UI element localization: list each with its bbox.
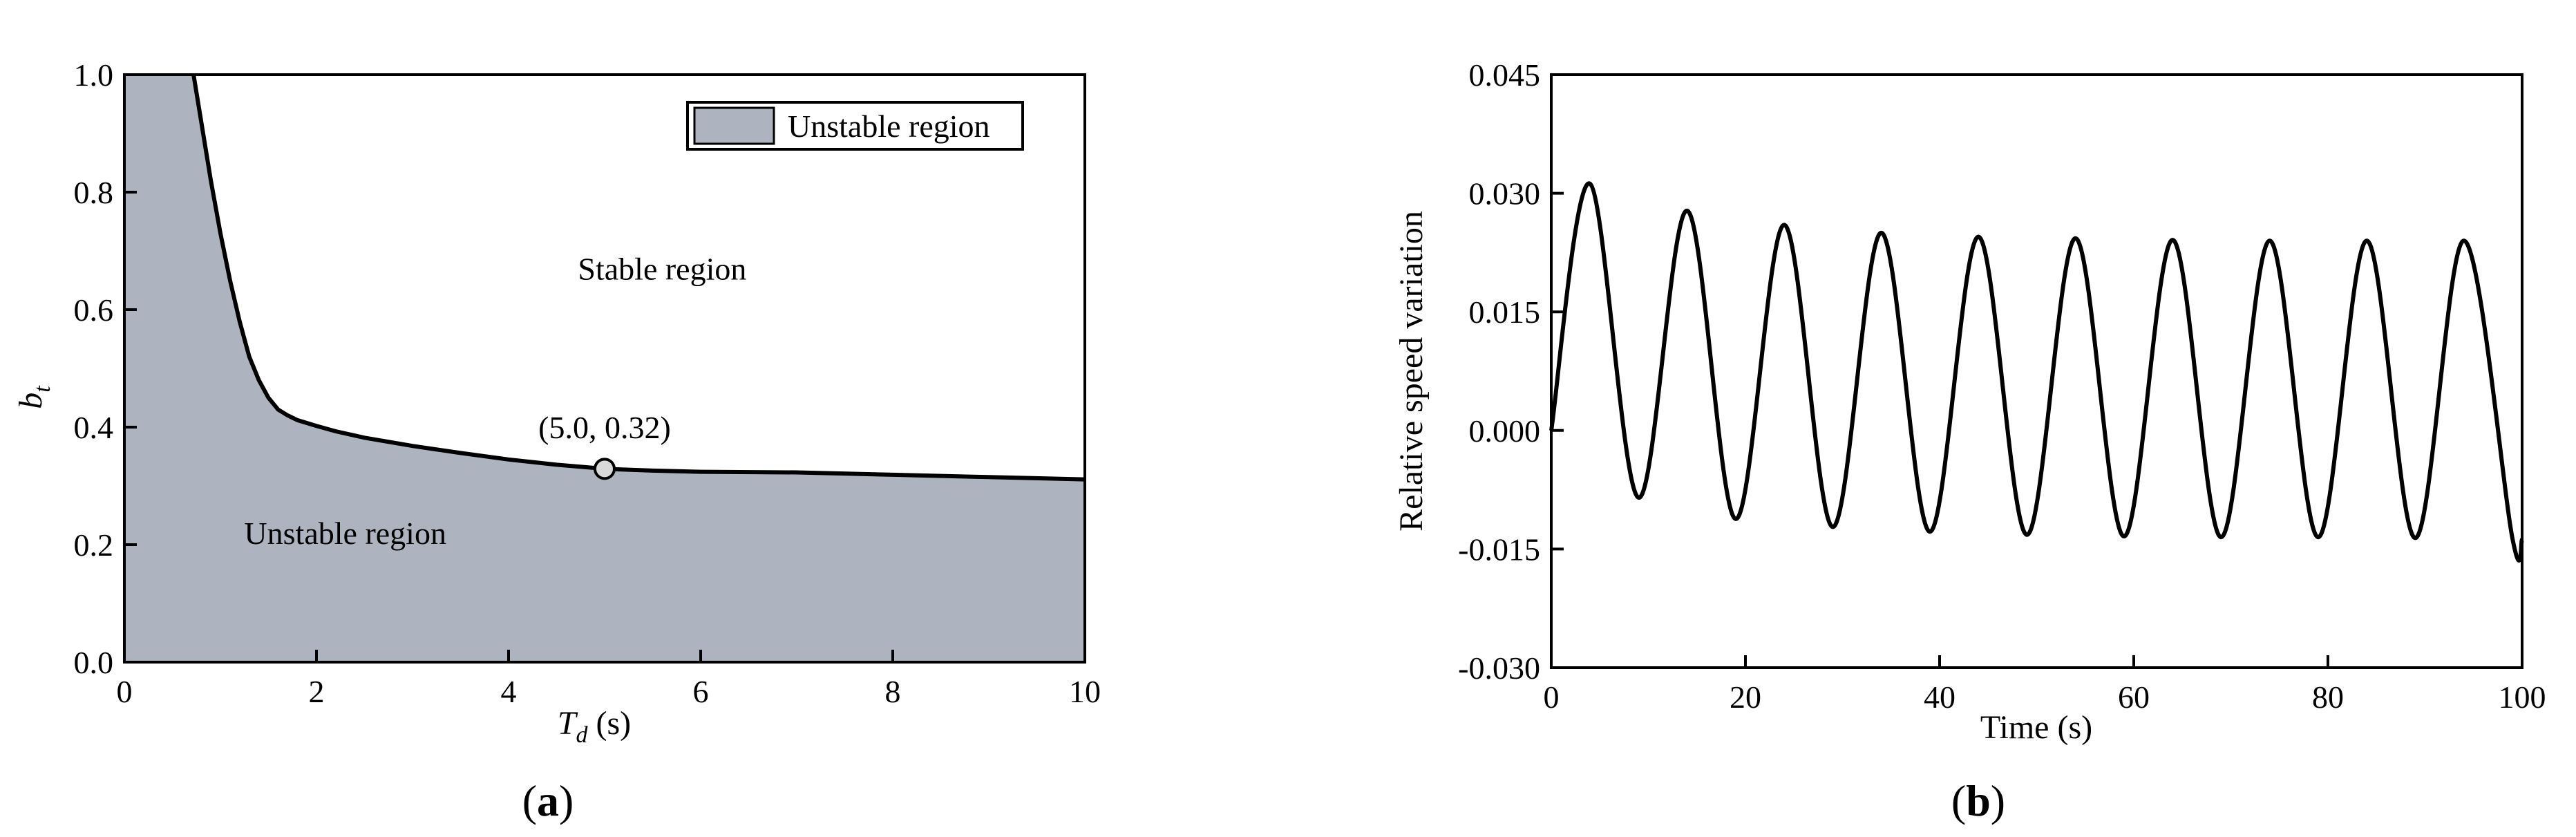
legend: Unstable region [686, 101, 1024, 151]
y-tick-label: -0.030 [1458, 650, 1540, 686]
y-tick-label: 0.4 [74, 410, 114, 445]
legend-swatch-unstable [693, 106, 775, 145]
panel-a-y-axis-label: bt [12, 385, 55, 409]
y-tick-label: 0.030 [1469, 176, 1541, 211]
y-tick-label: 0.000 [1469, 413, 1541, 449]
annotation-stable-region: Stable region [578, 252, 746, 287]
x-tick-label: 0 [1544, 679, 1560, 715]
panel-b-label: (b) [1951, 776, 2005, 825]
panel-a-label: (a) [522, 776, 574, 825]
panel-a-x-axis-ticks: 0 2 4 6 8 10 [117, 650, 1101, 709]
x-tick-label: 60 [2118, 679, 2150, 715]
x-tick-label: 0 [117, 674, 133, 709]
y-tick-label: 0.015 [1469, 294, 1541, 330]
panel-b-chart: 0 20 40 60 80 100 -0.030 -0.015 0.000 0.015 0.030… [1393, 57, 2546, 825]
y-tick-label: 1.0 [74, 57, 114, 93]
panel-b-plot-frame [1550, 73, 2523, 669]
x-tick-label: 40 [1924, 679, 1955, 715]
panel-a-chart: 0 2 4 6 8 10 0.0 0.2 0.4 0.6 0.8 1.0 Td (s) bt Uns… [12, 57, 1101, 825]
panel-a-plot-frame [123, 73, 1086, 664]
y-tick-label: -0.015 [1458, 532, 1540, 567]
x-tick-label: 8 [885, 674, 901, 709]
panel-b-y-axis-label: Relative speed variation [1393, 211, 1430, 532]
unstable-region-fill [124, 75, 1085, 662]
x-tick-label: 2 [309, 674, 325, 709]
x-tick-label: 6 [693, 674, 709, 709]
panel-b-x-axis-ticks: 0 20 40 60 80 100 [1544, 655, 2546, 715]
annotation-unstable-region: Unstable region [244, 516, 446, 551]
x-tick-label: 10 [1069, 674, 1101, 709]
y-tick-label: 0.0 [74, 645, 114, 680]
speed-variation-line [1549, 181, 2524, 563]
x-tick-label: 20 [1730, 679, 1761, 715]
stability-boundary-curve [191, 74, 1086, 482]
panel-a-y-axis-ticks: 0.0 0.2 0.4 0.6 0.8 1.0 [74, 57, 137, 680]
y-tick-label: 0.6 [74, 292, 114, 328]
x-tick-label: 4 [501, 674, 517, 709]
y-tick-label: 0.2 [74, 527, 114, 563]
x-tick-label: 100 [2499, 679, 2546, 715]
legend-label-unstable: Unstable region [788, 109, 990, 144]
y-tick-label: 0.045 [1469, 57, 1541, 93]
critical-point-marker [594, 458, 616, 480]
annotation-critical-point: (5.0, 0.32) [538, 410, 671, 445]
panel-a-x-axis-label: Td (s) [558, 705, 631, 748]
panel-b-x-axis-label: Time (s) [1980, 709, 2092, 746]
y-tick-label: 0.8 [74, 175, 114, 210]
panel-b-y-axis-ticks: -0.030 -0.015 0.000 0.015 0.030 0.045 [1458, 57, 1564, 686]
x-tick-label: 80 [2312, 679, 2344, 715]
